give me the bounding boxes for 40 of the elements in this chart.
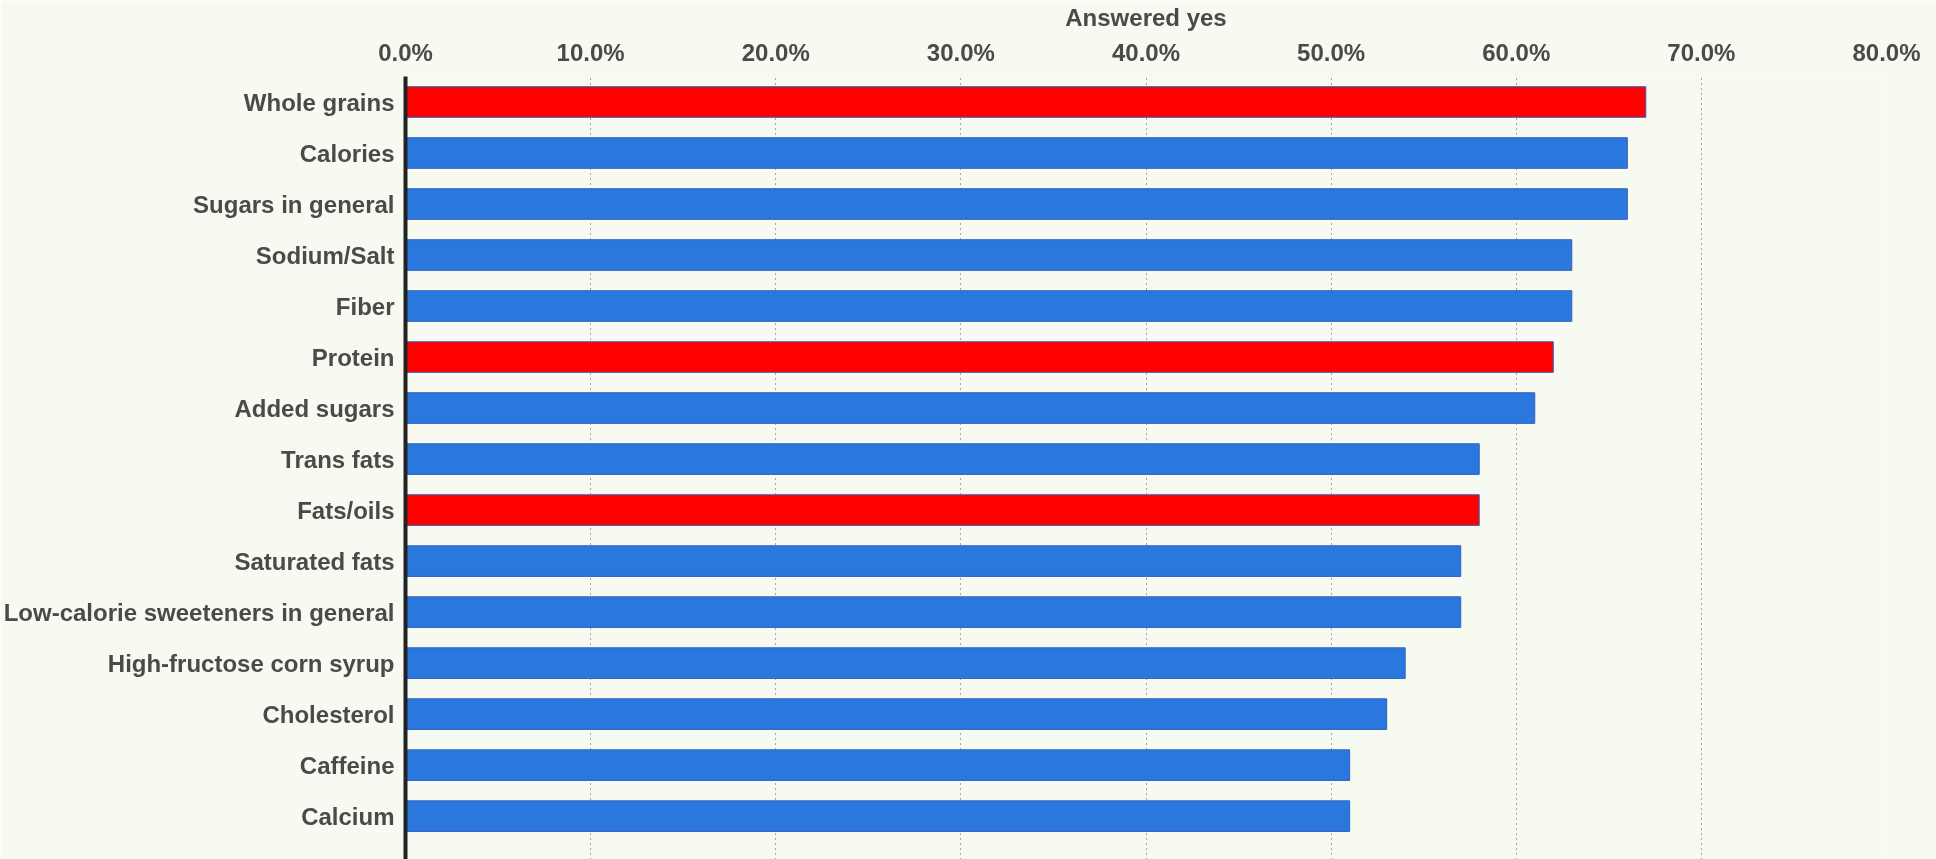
y-tick-label: Caffeine [299, 751, 395, 779]
y-tick-label: Protein [311, 343, 395, 371]
y-tick-label: Low-calorie sweeteners in general [3, 598, 395, 626]
bar [405, 86, 1647, 118]
bar [405, 494, 1480, 526]
bar [405, 290, 1573, 322]
x-tick-label: 70.0% [1667, 38, 1736, 66]
bar [405, 392, 1536, 424]
bar [405, 188, 1628, 220]
x-tick-label: 10.0% [556, 38, 625, 66]
x-tick-label: 80.0% [1852, 38, 1921, 66]
bar [405, 749, 1351, 781]
x-axis-title: Answered yes [1065, 3, 1227, 31]
y-tick-label: Fiber [335, 292, 395, 320]
y-tick-label: Calcium [301, 802, 395, 830]
bar [405, 341, 1554, 373]
x-tick-label: 60.0% [1482, 38, 1551, 66]
y-tick-label: Saturated fats [234, 547, 395, 575]
x-tick-label: 20.0% [741, 38, 810, 66]
x-tick-label: 30.0% [926, 38, 995, 66]
y-tick-label: Trans fats [281, 445, 395, 473]
x-tick-label: 0.0% [378, 38, 433, 66]
bar [405, 545, 1462, 577]
bar [405, 239, 1573, 271]
x-tick-label: 40.0% [1111, 38, 1181, 66]
bar [405, 137, 1628, 169]
y-tick-label: High-fructose corn syrup [107, 649, 395, 677]
x-tick-label: 50.0% [1297, 38, 1366, 66]
y-tick-label: Calories [299, 139, 395, 167]
y-tick-label: Cholesterol [262, 700, 395, 728]
bar [405, 647, 1406, 679]
y-tick-label: Whole grains [243, 88, 395, 116]
bar [405, 698, 1388, 730]
bar [405, 443, 1480, 475]
y-tick-label: Sodium/Salt [255, 241, 395, 269]
y-tick-label: Added sugars [234, 394, 395, 422]
bar [405, 800, 1351, 832]
bar [405, 596, 1462, 628]
y-tick-label: Fats/oils [297, 496, 395, 524]
y-tick-label: Sugars in general [193, 190, 395, 218]
